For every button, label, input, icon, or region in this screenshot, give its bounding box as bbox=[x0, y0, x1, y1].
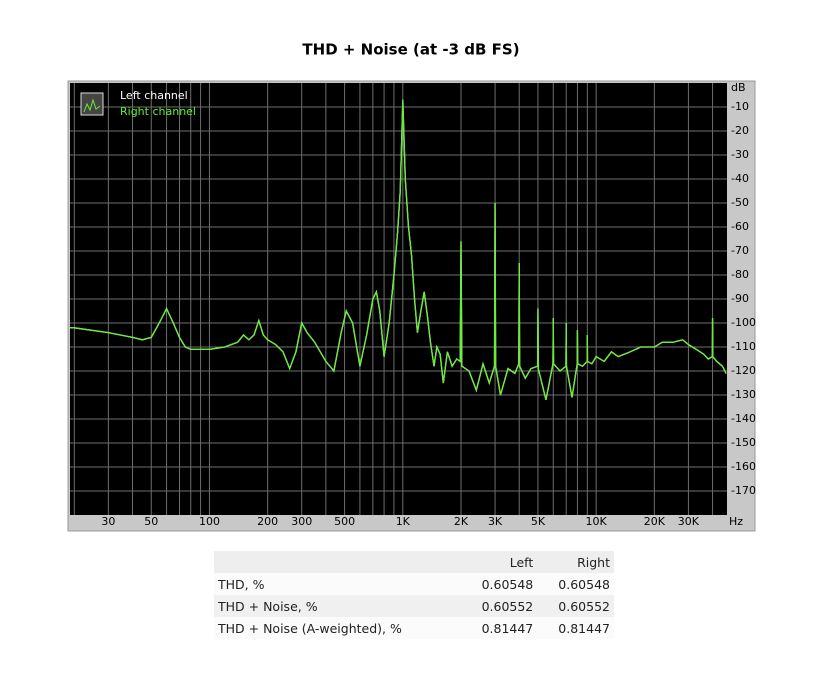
x-tick-label: 300 bbox=[291, 515, 312, 528]
y-tick-label: -60 bbox=[731, 220, 749, 233]
x-axis-label: Hz bbox=[729, 515, 743, 528]
cell: 0.60548 bbox=[537, 573, 614, 595]
y-tick-label: -40 bbox=[731, 172, 749, 185]
x-tick-label: 1K bbox=[396, 515, 411, 528]
chart: THD + Noise (at -3 dB FS) dB Hz -10 -20 -3… bbox=[67, 41, 756, 532]
header-cell: Left bbox=[460, 551, 538, 573]
chart-title: THD + Noise (at -3 dB FS) bbox=[302, 41, 519, 59]
x-tick-label: 30K bbox=[678, 515, 700, 528]
cell: 0.81447 bbox=[460, 617, 538, 639]
results-table: Left Right THD, % 0.60548 0.60548 THD + Noi… bbox=[214, 551, 614, 639]
x-tick-label: 10K bbox=[586, 515, 608, 528]
y-tick-label: -170 bbox=[731, 484, 756, 497]
x-tick-label: 30 bbox=[101, 515, 115, 528]
table-row: THD, % 0.60548 0.60548 bbox=[214, 573, 614, 595]
y-tick-label: -140 bbox=[731, 412, 756, 425]
row-label: THD, % bbox=[214, 573, 461, 595]
legend-label: Right channel bbox=[120, 105, 196, 118]
table-row: THD + Noise, % 0.60552 0.60552 bbox=[214, 595, 614, 617]
y-tick-label: -20 bbox=[731, 124, 749, 137]
cell: 0.60552 bbox=[537, 595, 614, 617]
cell: 0.81447 bbox=[537, 617, 614, 639]
x-tick-label: 3K bbox=[488, 515, 503, 528]
y-axis-label: dB bbox=[731, 81, 746, 94]
y-tick-label: -10 bbox=[731, 100, 749, 113]
series-line bbox=[70, 99, 727, 400]
y-tick-label: -100 bbox=[731, 316, 756, 329]
legend-label: Left channel bbox=[120, 89, 188, 102]
x-tick-label: 500 bbox=[334, 515, 355, 528]
row-label: THD + Noise, % bbox=[214, 595, 461, 617]
y-tick-label: -110 bbox=[731, 340, 756, 353]
x-tick-label: 200 bbox=[257, 515, 278, 528]
x-tick-label: 100 bbox=[199, 515, 220, 528]
y-tick-label: -130 bbox=[731, 388, 756, 401]
y-tick-label: -50 bbox=[731, 196, 749, 209]
y-tick-label: -80 bbox=[731, 268, 749, 281]
lines bbox=[70, 99, 727, 400]
x-tick-label: 5K bbox=[531, 515, 546, 528]
header-cell: Right bbox=[537, 551, 614, 573]
y-tick-label: -30 bbox=[731, 148, 749, 161]
legend-icon-trace bbox=[83, 98, 101, 113]
cell: 0.60552 bbox=[460, 595, 538, 617]
y-tick-label: -160 bbox=[731, 460, 756, 473]
table-header: Left Right bbox=[214, 551, 614, 573]
legend bbox=[80, 92, 104, 116]
y-tick-label: -150 bbox=[731, 436, 756, 449]
grid: -10 -20 -30 -40 -50 -60 -70 -80 -90 -100 -110 -120 -… bbox=[70, 83, 756, 528]
x-tick-label: 50 bbox=[144, 515, 158, 528]
x-tick-label: 2K bbox=[454, 515, 469, 528]
y-tick-label: -70 bbox=[731, 244, 749, 257]
table-row: THD + Noise (A-weighted), % 0.81447 0.8144… bbox=[214, 617, 614, 639]
cell: 0.60548 bbox=[460, 573, 538, 595]
header-cell bbox=[214, 551, 461, 573]
row-label: THD + Noise (A-weighted), % bbox=[214, 617, 461, 639]
x-tick-label: 20K bbox=[644, 515, 666, 528]
y-tick-label: -120 bbox=[731, 364, 756, 377]
y-tick-label: -90 bbox=[731, 292, 749, 305]
